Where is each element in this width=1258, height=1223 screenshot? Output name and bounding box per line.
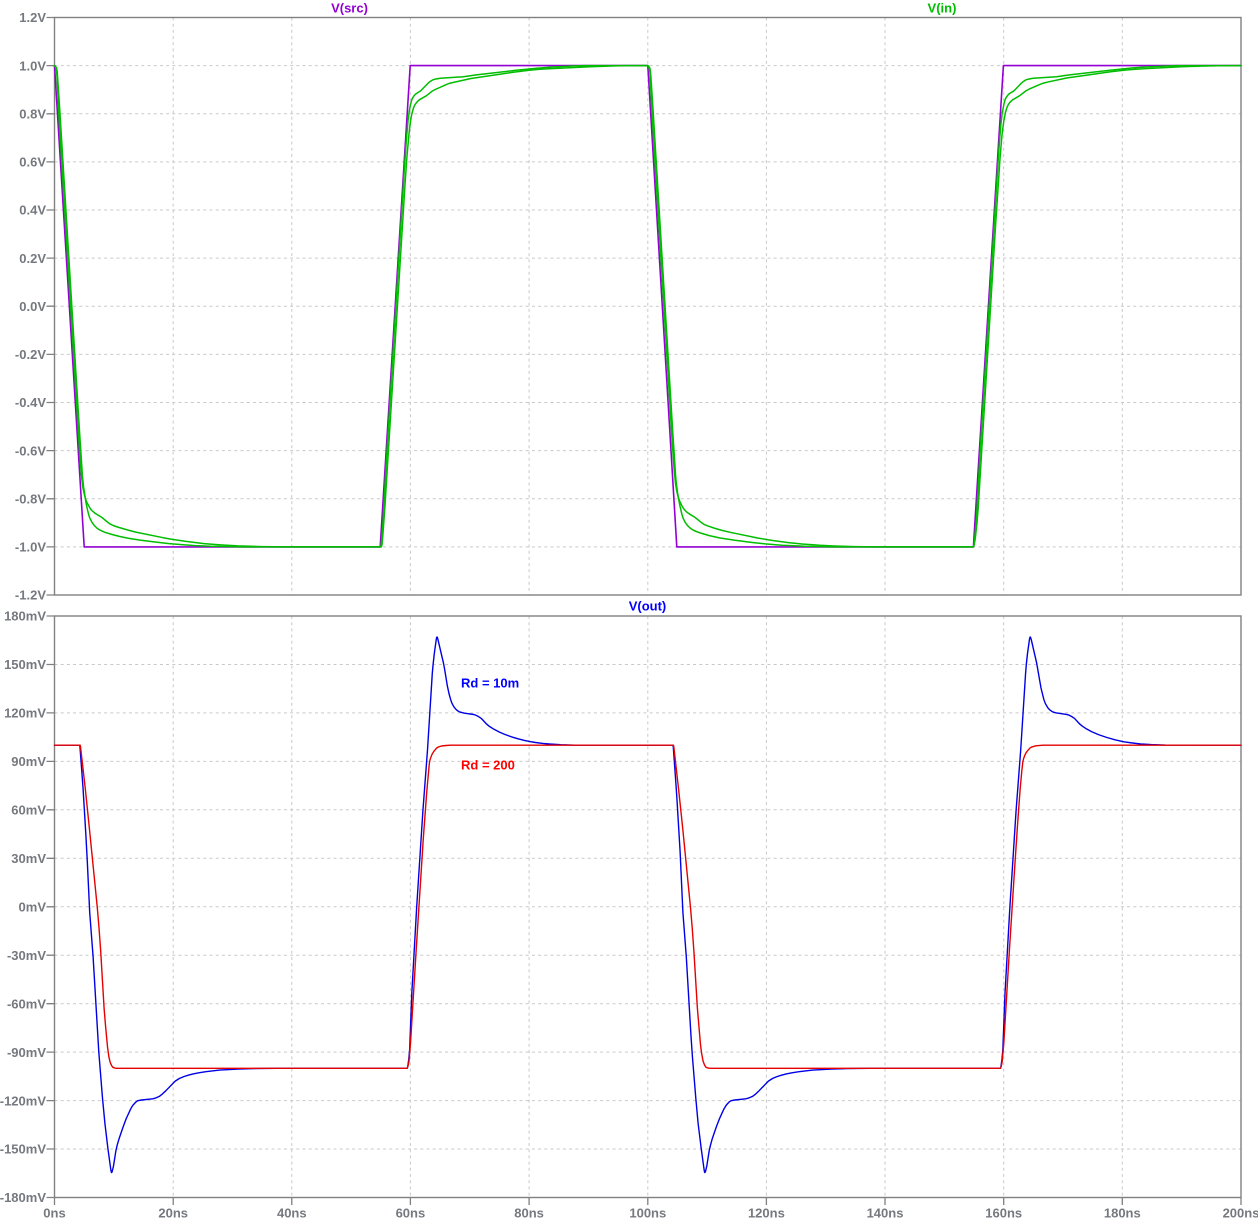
svg-text:20ns: 20ns bbox=[158, 1206, 188, 1221]
svg-text:-0.4V: -0.4V bbox=[15, 395, 46, 410]
svg-text:40ns: 40ns bbox=[277, 1206, 307, 1221]
svg-text:-120mV: -120mV bbox=[0, 1093, 46, 1108]
svg-text:100ns: 100ns bbox=[629, 1206, 666, 1221]
svg-text:V(src): V(src) bbox=[331, 1, 368, 16]
svg-text:180ns: 180ns bbox=[1104, 1206, 1141, 1221]
svg-text:0.6V: 0.6V bbox=[19, 155, 46, 170]
svg-text:-180mV: -180mV bbox=[0, 1190, 46, 1205]
svg-text:120mV: 120mV bbox=[4, 706, 46, 721]
svg-text:60ns: 60ns bbox=[396, 1206, 426, 1221]
svg-text:200ns: 200ns bbox=[1223, 1206, 1258, 1221]
svg-text:-0.6V: -0.6V bbox=[15, 443, 46, 458]
svg-text:-1.2V: -1.2V bbox=[15, 588, 46, 603]
svg-text:0mV: 0mV bbox=[19, 900, 47, 915]
svg-text:-1.0V: -1.0V bbox=[15, 540, 46, 555]
svg-text:-150mV: -150mV bbox=[0, 1142, 46, 1157]
svg-text:0.0V: 0.0V bbox=[19, 299, 46, 314]
svg-text:0.2V: 0.2V bbox=[19, 251, 46, 266]
svg-text:-30mV: -30mV bbox=[7, 948, 46, 963]
svg-text:0.8V: 0.8V bbox=[19, 107, 46, 122]
svg-text:140ns: 140ns bbox=[867, 1206, 904, 1221]
svg-text:Rd = 10m: Rd = 10m bbox=[461, 676, 519, 691]
svg-text:180mV: 180mV bbox=[4, 609, 46, 624]
svg-text:120ns: 120ns bbox=[748, 1206, 785, 1221]
svg-text:V(out): V(out) bbox=[629, 599, 667, 614]
svg-text:160ns: 160ns bbox=[985, 1206, 1022, 1221]
svg-text:1.0V: 1.0V bbox=[19, 58, 46, 73]
svg-text:V(in): V(in) bbox=[928, 1, 957, 16]
svg-text:150mV: 150mV bbox=[4, 657, 46, 672]
svg-text:0ns: 0ns bbox=[43, 1206, 65, 1221]
svg-text:60mV: 60mV bbox=[11, 803, 46, 818]
svg-text:-60mV: -60mV bbox=[7, 996, 46, 1011]
svg-text:1.2V: 1.2V bbox=[19, 10, 46, 25]
svg-text:-90mV: -90mV bbox=[7, 1045, 46, 1060]
svg-text:30mV: 30mV bbox=[11, 851, 46, 866]
svg-text:Rd = 200: Rd = 200 bbox=[461, 758, 515, 773]
svg-text:-0.2V: -0.2V bbox=[15, 347, 46, 362]
svg-text:80ns: 80ns bbox=[514, 1206, 544, 1221]
svg-text:-0.8V: -0.8V bbox=[15, 491, 46, 506]
svg-text:0.4V: 0.4V bbox=[19, 203, 46, 218]
svg-text:90mV: 90mV bbox=[11, 754, 46, 769]
